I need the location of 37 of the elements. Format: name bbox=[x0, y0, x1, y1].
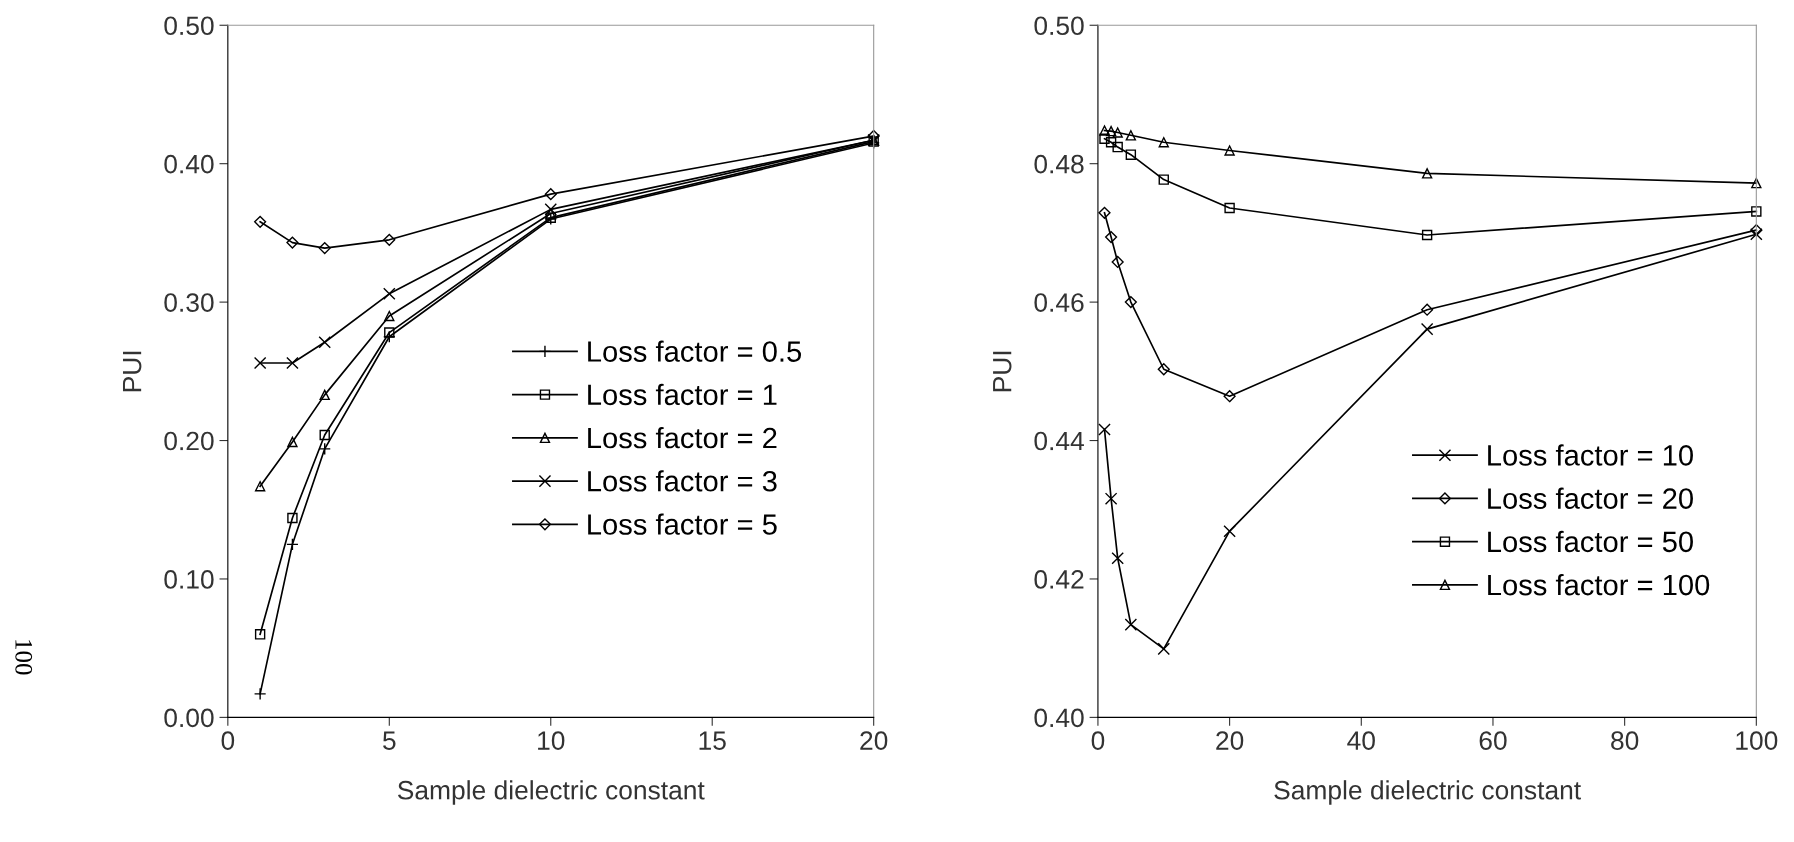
y-tick-label: 0.30 bbox=[164, 293, 214, 312]
legend-label: Loss factor = 20 bbox=[1488, 487, 1693, 509]
legend-label: Loss factor = 10 bbox=[1488, 444, 1693, 466]
y-tick-label: 0.44 bbox=[1034, 431, 1084, 451]
legend-label: Loss factor = 2 bbox=[588, 426, 777, 449]
y-tick-label: 0.48 bbox=[1034, 154, 1084, 174]
x-axis-title: Sample dielectric constant bbox=[397, 780, 705, 805]
x-tick-label: 15 bbox=[699, 731, 726, 750]
x-tick-label: 80 bbox=[1611, 731, 1639, 750]
x-tick-label: 0 bbox=[221, 731, 235, 750]
x-tick-label: 5 bbox=[383, 731, 396, 750]
y-tick-label: 0.00 bbox=[164, 708, 214, 728]
x-tick-label: 60 bbox=[1479, 731, 1507, 750]
legend-label: Loss factor = 50 bbox=[1488, 530, 1693, 553]
x-axis-title: Sample dielectric constant bbox=[1274, 780, 1581, 805]
y-axis-title: PUI bbox=[122, 351, 142, 392]
x-tick-label: 10 bbox=[538, 731, 565, 750]
y-tick-label: 0.40 bbox=[164, 154, 214, 174]
x-tick-label: 100 bbox=[1736, 731, 1778, 750]
y-tick-label: 0.10 bbox=[164, 570, 214, 589]
legend-label: Loss factor = 100 bbox=[1488, 574, 1710, 596]
x-tick-label: 20 bbox=[860, 731, 888, 750]
y-tick-label: 0.40 bbox=[1034, 708, 1084, 728]
y-tick-label: 0.46 bbox=[1034, 293, 1084, 312]
y-tick-label: 0.42 bbox=[1034, 570, 1084, 589]
x-tick-label: 40 bbox=[1347, 731, 1375, 750]
y-tick-label: 0.50 bbox=[1034, 16, 1084, 36]
x-tick-label: 20 bbox=[1216, 731, 1244, 750]
legend-label: Loss factor = 0.5 bbox=[588, 340, 802, 362]
legend-label: Loss factor = 1 bbox=[588, 383, 777, 406]
x-tick-label: 0 bbox=[1091, 731, 1105, 750]
y-tick-label: 0.50 bbox=[164, 16, 214, 36]
legend-label: Loss factor = 5 bbox=[588, 513, 777, 535]
text: 100 bbox=[15, 640, 33, 675]
y-tick-label: 0.20 bbox=[164, 431, 214, 451]
y-axis-title: PUI bbox=[993, 351, 1012, 392]
legend-label: Loss factor = 3 bbox=[588, 470, 777, 492]
